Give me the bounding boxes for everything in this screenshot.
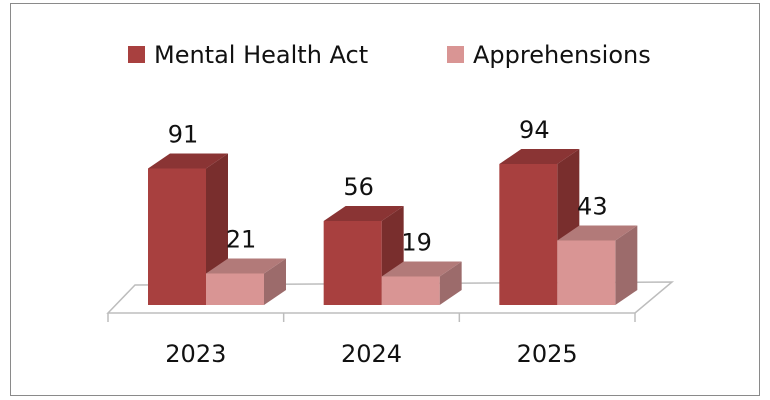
bar-front	[557, 240, 616, 305]
bar-top	[206, 258, 286, 274]
bar	[499, 149, 580, 305]
bar-front	[206, 273, 264, 305]
bar-top	[557, 225, 638, 241]
bar-side	[264, 258, 286, 305]
bar	[206, 258, 286, 305]
bar-top	[381, 261, 462, 277]
bar-front	[499, 164, 558, 305]
legend: Mental Health Act Apprehensions	[128, 41, 651, 69]
bar-side	[439, 261, 462, 305]
bar	[557, 225, 638, 305]
data-label: 94	[519, 116, 550, 144]
data-label: 43	[577, 193, 608, 221]
bar-top	[499, 149, 580, 164]
legend-label: Mental Health Act	[154, 41, 368, 69]
bar-front	[148, 168, 206, 305]
bar-side	[615, 225, 638, 305]
x-tick-label: 2024	[341, 340, 402, 368]
bar-top	[323, 206, 404, 221]
bar-top	[148, 153, 228, 169]
x-tick-label: 2025	[517, 340, 578, 368]
data-label: 91	[168, 121, 199, 149]
data-label: 19	[401, 229, 432, 257]
bar-front	[323, 221, 382, 305]
data-label: 21	[226, 226, 257, 254]
bar	[381, 261, 462, 305]
x-tick-label: 2023	[165, 340, 226, 368]
chart-frame	[10, 3, 760, 396]
legend-label: Apprehensions	[473, 41, 651, 69]
data-label: 56	[343, 173, 374, 201]
legend-swatch	[128, 46, 145, 63]
bar-front	[381, 276, 440, 305]
legend-swatch	[447, 46, 464, 63]
